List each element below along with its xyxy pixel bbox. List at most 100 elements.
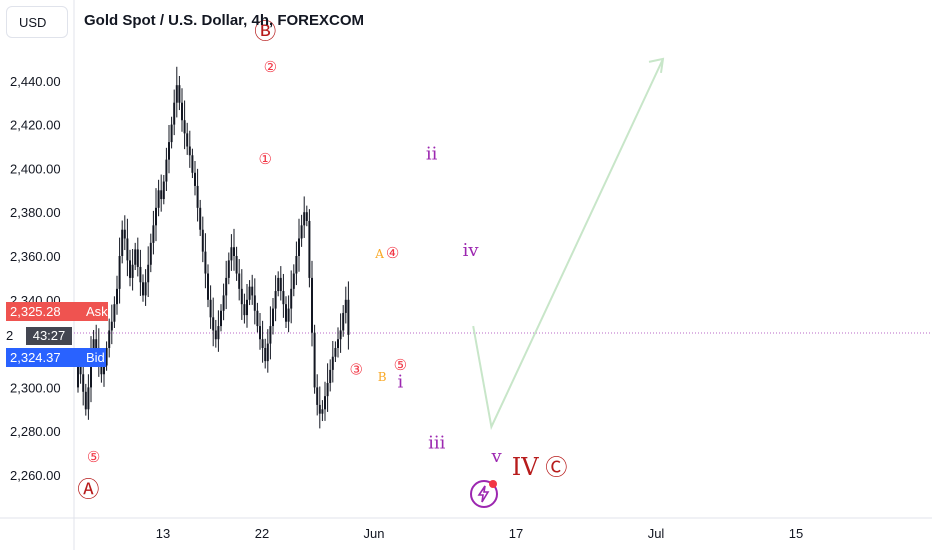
candle-body: [329, 369, 332, 384]
candle-body: [316, 387, 319, 405]
wave-label: ③: [349, 360, 362, 378]
candle-body: [160, 190, 163, 200]
candle-body: [256, 310, 259, 327]
candle-body: [311, 277, 313, 333]
candle-body: [266, 343, 269, 362]
ask-label: Ask: [80, 302, 108, 321]
ask-price: 2,325.28: [10, 304, 61, 319]
projection-path: [472, 58, 664, 431]
x-tick-label: Jun: [364, 526, 385, 541]
candle-body: [285, 304, 287, 322]
y-tick-label: 2,400.00: [10, 161, 61, 176]
x-tick-label: 22: [255, 526, 269, 541]
candle-body: [118, 256, 121, 289]
candle-body: [313, 332, 316, 388]
candle-body: [279, 277, 282, 292]
candle-body: [77, 361, 79, 388]
candle-body: [126, 238, 129, 261]
candle-body: [129, 260, 131, 278]
candle-body: [110, 321, 113, 331]
candle-body: [142, 282, 144, 296]
candle-body: [188, 146, 191, 156]
candle-body: [282, 291, 285, 305]
wave-label: Ⓐ: [77, 478, 99, 503]
candle-body: [243, 304, 246, 316]
candle-body: [326, 383, 329, 397]
candle-body: [79, 361, 82, 375]
candle-body: [199, 207, 202, 230]
candle-body: [152, 225, 155, 243]
candle-body: [207, 273, 209, 300]
candle-body: [308, 220, 311, 278]
candle-body: [342, 312, 345, 331]
candle-body: [292, 273, 295, 289]
candle-body: [149, 242, 152, 265]
candle-body: [170, 124, 173, 143]
currency-button[interactable]: USD: [6, 6, 68, 38]
candle-body: [334, 347, 337, 357]
wave-label: ②: [264, 58, 277, 76]
candle-body: [217, 326, 220, 340]
candle-body: [272, 308, 274, 327]
x-tick-label: 15: [789, 526, 803, 541]
wave-label: IV: [512, 453, 539, 481]
candle-body: [264, 347, 267, 362]
wave-label: ①: [258, 150, 271, 168]
candle-body: [290, 288, 293, 309]
candle-body: [305, 212, 308, 221]
candle-body: [277, 277, 280, 292]
candle-body: [227, 260, 230, 278]
candle-body: [87, 387, 90, 410]
candle-body: [144, 282, 147, 296]
candle-body: [337, 339, 339, 348]
candle-body: [246, 299, 248, 316]
candle-body: [92, 339, 95, 355]
wave-label: ii: [426, 144, 438, 165]
wave-label: ⑤: [87, 448, 100, 466]
wave-label: A: [374, 247, 384, 261]
bid-price-tag: 2,324.37 Bid: [6, 348, 106, 367]
candle-body: [194, 172, 196, 186]
candle-body: [136, 249, 139, 267]
candle-body: [225, 277, 228, 296]
candle-body: [253, 295, 256, 311]
candle-body: [82, 374, 85, 392]
wave-label: i: [398, 371, 404, 392]
candle-body: [100, 361, 103, 375]
candle-body: [90, 354, 92, 388]
y-tick-label: 2,300.00: [10, 380, 61, 395]
candle-body: [209, 299, 212, 318]
lightning-icon: [477, 485, 490, 503]
candle-body: [134, 249, 137, 265]
candle-body: [331, 356, 334, 370]
x-tick-label: 13: [156, 526, 170, 541]
candle-body: [303, 212, 306, 226]
candle-body: [155, 207, 157, 226]
candle-body: [181, 102, 183, 121]
candle-body: [248, 286, 251, 300]
candle-body: [139, 266, 142, 283]
wave-label: Ⓒ: [545, 456, 567, 481]
candle-body: [240, 288, 243, 305]
x-tick-label: 17: [509, 526, 523, 541]
candle-body: [295, 256, 298, 274]
candle-body: [261, 339, 264, 348]
y-tick-label: 2,380.00: [10, 205, 61, 220]
candle-body: [103, 365, 105, 375]
candle-body: [147, 264, 150, 283]
bid-price: 2,324.37: [10, 350, 61, 365]
candle-body: [324, 396, 326, 410]
candle-body: [186, 133, 189, 147]
y-tick-label: 2,420.00: [10, 118, 61, 133]
candle-body: [123, 229, 126, 239]
candle-body: [105, 347, 108, 366]
candle-body: [300, 225, 303, 239]
candle-body: [344, 299, 347, 313]
candle-body: [298, 238, 300, 256]
wave-label: v: [491, 446, 503, 467]
wave-label: B: [378, 370, 387, 384]
candle-body: [235, 256, 238, 274]
candle-body: [220, 310, 222, 327]
candle-body: [222, 295, 225, 311]
